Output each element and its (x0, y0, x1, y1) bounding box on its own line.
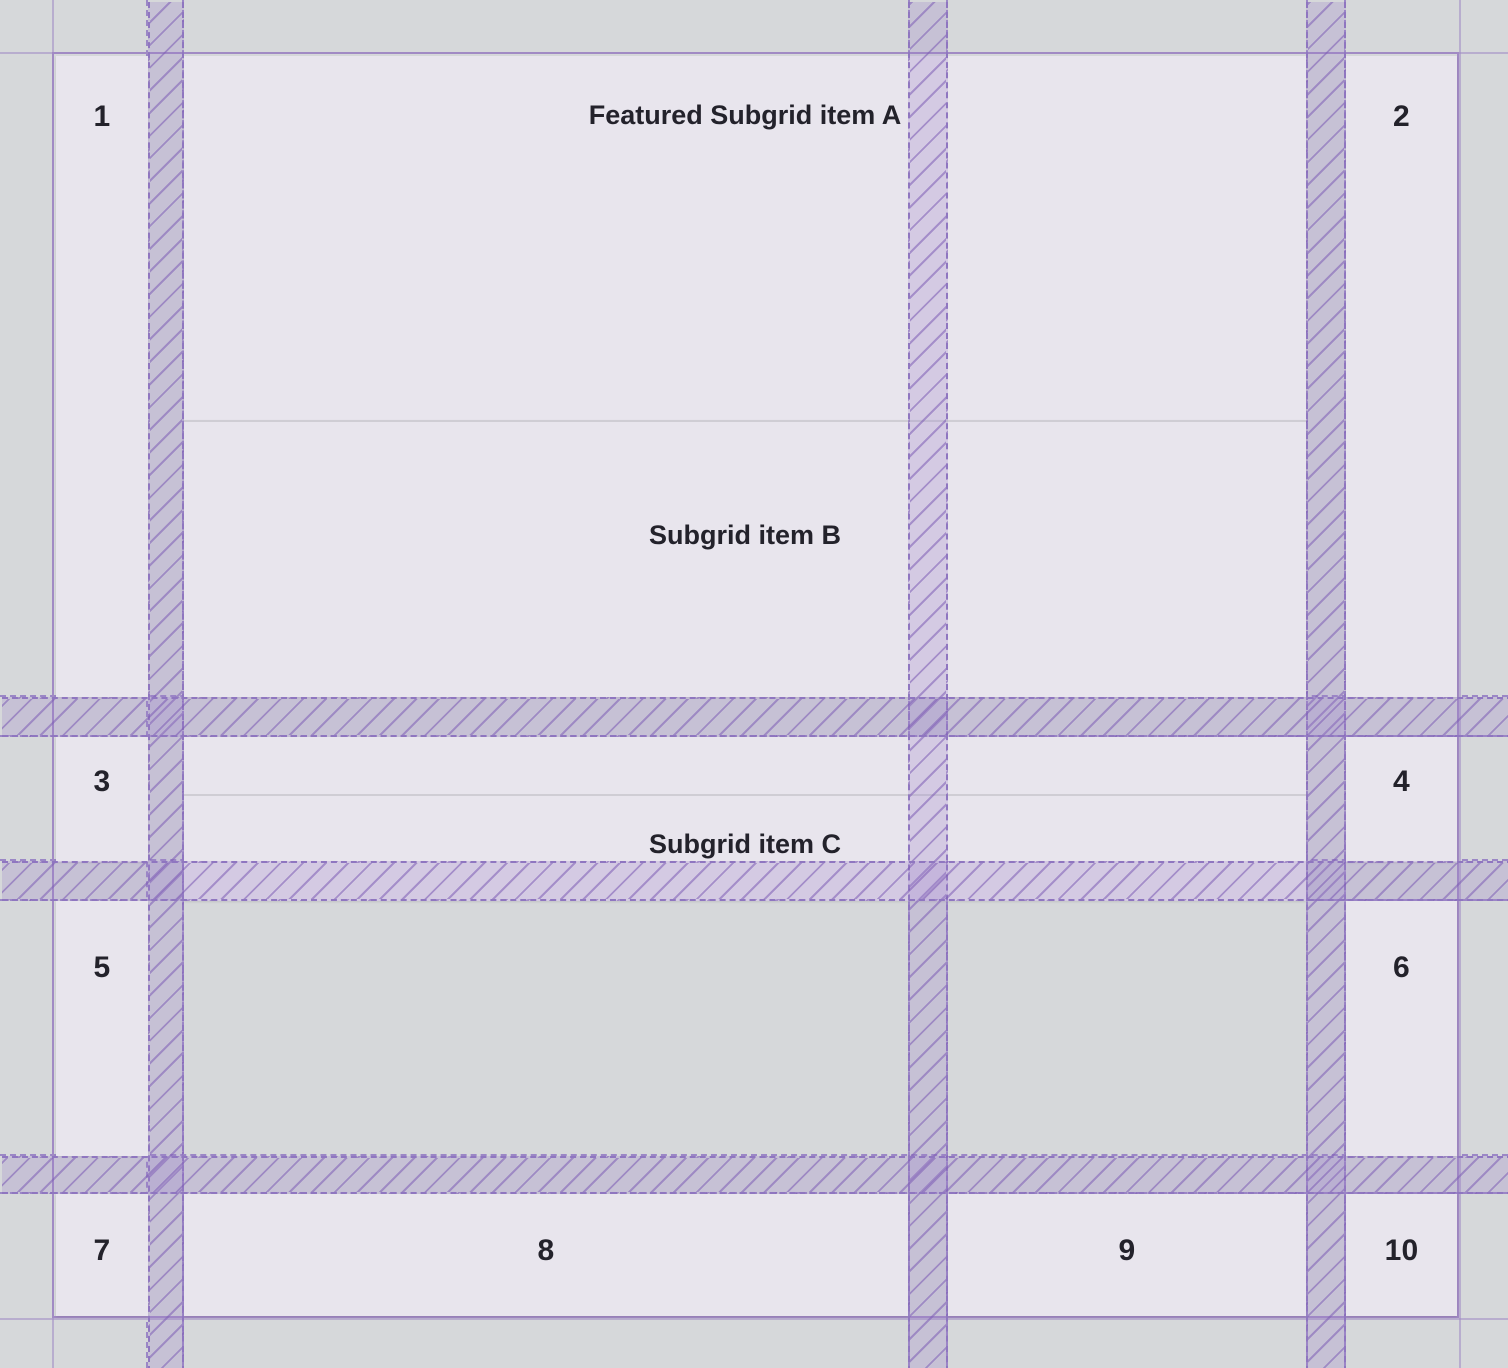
grid-cell-2: 2 (1346, 56, 1457, 697)
subgrid-card-2: Subgrid item B (184, 420, 1306, 697)
column-gap-1 (148, 2, 184, 1368)
grid-cell-label: 2 (1393, 100, 1410, 133)
grid-cell-5: 5 (56, 901, 148, 1156)
grid-cell-8: 8 (184, 1194, 908, 1316)
grid-cell-4: 4 (1346, 737, 1457, 862)
grid-cell-10: 10 (1346, 1194, 1457, 1316)
grid-cell-label: 6 (1393, 951, 1410, 984)
grid-cell-9: 9 (948, 1194, 1306, 1316)
row-gap-3 (2, 1156, 1508, 1194)
grid-cell-label: 8 (537, 1234, 555, 1267)
track-line-horizontal-5 (0, 1154, 1508, 1156)
grid-cell-label: 1 (93, 100, 111, 133)
subgrid-card-title: Featured Subgrid item A (588, 100, 902, 130)
row-gap-1 (2, 697, 1508, 737)
subgrid-card-title: Subgrid item C (648, 829, 841, 859)
container-edge-right (1459, 0, 1461, 1368)
grid-cell-label: 9 (1118, 1234, 1136, 1267)
grid-cell-6: 6 (1346, 901, 1457, 1156)
grid-cell-label: 10 (1384, 1234, 1419, 1267)
subgrid-card-divider (184, 794, 1306, 796)
grid-cell-label: 4 (1393, 765, 1410, 798)
grid-cell-7: 7 (56, 1194, 148, 1316)
subgrid-card-1: Featured Subgrid item A (184, 56, 1306, 420)
grid-cell-1: 1 (56, 56, 148, 697)
grid-cell-label: 3 (93, 765, 111, 798)
subgrid-card-title: Subgrid item B (648, 520, 841, 550)
grid-cell-3: 3 (56, 737, 148, 862)
column-gap-3 (1306, 2, 1346, 1368)
subgrid-card-divider (184, 420, 1306, 422)
grid-cell-label: 7 (93, 1234, 111, 1267)
row-gap-2 (2, 861, 1508, 901)
container-edge-bottom (0, 1318, 1508, 1320)
column-gap-2 (908, 2, 948, 1368)
grid-cell-label: 5 (93, 951, 111, 984)
